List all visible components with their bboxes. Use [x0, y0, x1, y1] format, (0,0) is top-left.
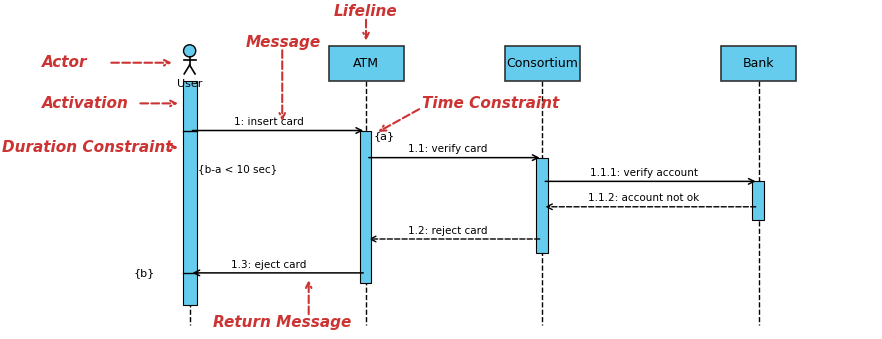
- Text: 1.1: verify card: 1.1: verify card: [408, 144, 488, 154]
- Text: 1.3: eject card: 1.3: eject card: [231, 260, 307, 270]
- Text: User: User: [177, 79, 202, 88]
- Text: Return Message: Return Message: [213, 315, 351, 330]
- FancyBboxPatch shape: [752, 181, 764, 220]
- Text: {a}: {a}: [374, 131, 395, 141]
- FancyBboxPatch shape: [505, 46, 580, 81]
- Text: 1.2: reject card: 1.2: reject card: [408, 226, 488, 236]
- Text: Duration Constraint: Duration Constraint: [2, 140, 172, 155]
- Text: 1.1.2: account not ok: 1.1.2: account not ok: [588, 194, 699, 203]
- Text: {b}: {b}: [133, 268, 154, 278]
- Text: Time Constraint: Time Constraint: [422, 96, 559, 111]
- Text: Actor: Actor: [42, 55, 88, 70]
- Text: 1: insert card: 1: insert card: [234, 117, 304, 127]
- FancyBboxPatch shape: [536, 158, 548, 253]
- FancyBboxPatch shape: [360, 131, 371, 283]
- Ellipse shape: [183, 45, 196, 57]
- Text: ATM: ATM: [353, 57, 379, 70]
- FancyBboxPatch shape: [183, 81, 197, 305]
- Text: Consortium: Consortium: [506, 57, 579, 70]
- FancyBboxPatch shape: [721, 46, 796, 81]
- Text: 1.1.1: verify account: 1.1.1: verify account: [590, 168, 698, 178]
- Text: Bank: Bank: [743, 57, 774, 70]
- Text: Message: Message: [245, 35, 320, 50]
- Text: Activation: Activation: [42, 96, 129, 111]
- FancyBboxPatch shape: [329, 46, 404, 81]
- Text: Lifeline: Lifeline: [334, 4, 398, 19]
- Text: {b-a < 10 sec}: {b-a < 10 sec}: [198, 164, 278, 175]
